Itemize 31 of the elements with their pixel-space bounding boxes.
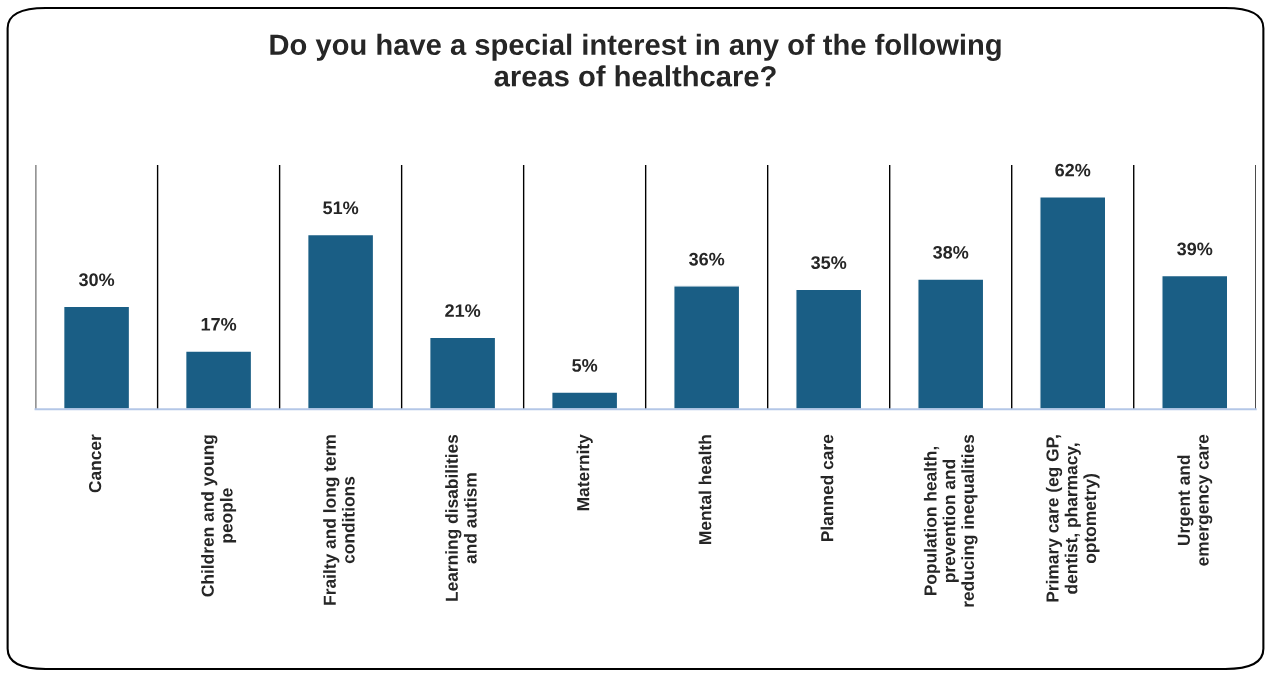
bar bbox=[62, 305, 131, 410]
data-label: 21% bbox=[445, 304, 481, 317]
bar bbox=[429, 336, 497, 410]
x-tick-label: Urgent and emergency care bbox=[1177, 434, 1213, 566]
x-tick-label: Learning disabilities and autism bbox=[445, 434, 477, 601]
x-tick-label: Mental health bbox=[698, 435, 712, 544]
x-tick-label: Maternity bbox=[576, 434, 593, 511]
x-tick-label: Population health, prevention and reducing inequalities bbox=[923, 434, 978, 607]
bar bbox=[306, 233, 375, 410]
data-label: 39% bbox=[1177, 242, 1213, 256]
data-label: 36% bbox=[689, 252, 725, 266]
data-label: 17% bbox=[201, 317, 237, 331]
bar bbox=[917, 278, 985, 410]
bar bbox=[795, 288, 863, 410]
bar bbox=[673, 285, 741, 410]
data-label: 30% bbox=[78, 273, 115, 287]
x-tick-label: Planned care bbox=[820, 434, 834, 542]
data-label: 5% bbox=[572, 359, 598, 372]
bar bbox=[184, 350, 253, 410]
bar bbox=[551, 391, 619, 410]
x-tick-label: Children and young people bbox=[201, 435, 237, 597]
x-tick-label: Primary care (eg GP, dentist, pharmacy, optometry) bbox=[1045, 435, 1100, 602]
bar bbox=[1161, 274, 1229, 410]
data-label: 38% bbox=[933, 245, 969, 259]
data-label: 62% bbox=[1055, 163, 1091, 177]
data-label: 51% bbox=[323, 201, 359, 215]
chart-title: Do you have a special interest in any of the following areas of healthcare? bbox=[270, 33, 1001, 87]
x-tick-label: Frailty and long term conditions bbox=[323, 435, 355, 605]
data-label: 35% bbox=[811, 256, 847, 270]
x-tick-label: Cancer bbox=[88, 434, 102, 493]
bar bbox=[1039, 196, 1107, 410]
